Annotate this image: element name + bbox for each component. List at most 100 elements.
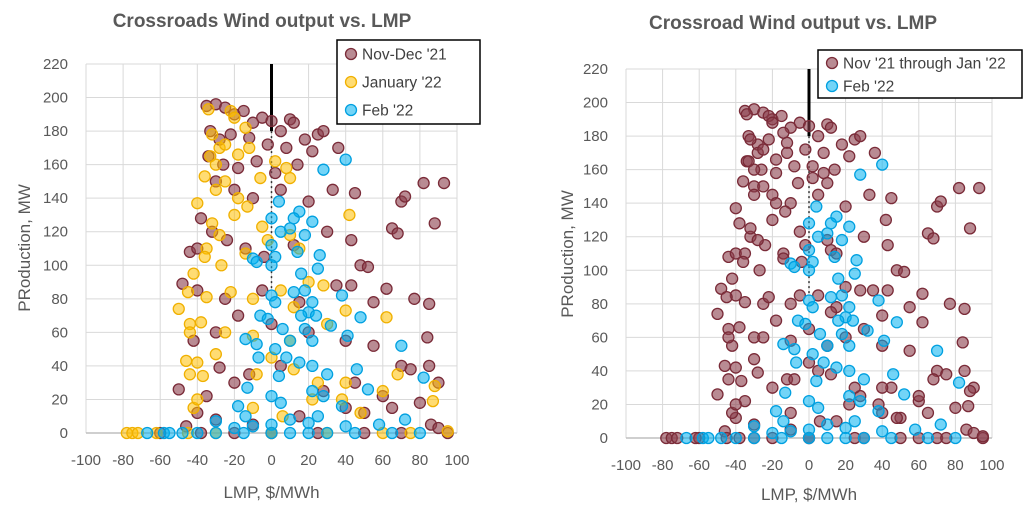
data-point [736, 255, 750, 269]
data-point [877, 334, 891, 347]
data-point [958, 364, 971, 378]
data-point [239, 121, 252, 134]
x-tick-label: -80 [112, 452, 134, 469]
data-point [848, 381, 861, 394]
data-point [298, 133, 312, 146]
data-point [391, 227, 404, 240]
data-point [821, 431, 834, 445]
y-tick-label: 60 [51, 324, 68, 341]
data-point [191, 197, 204, 210]
data-point [272, 195, 286, 208]
data-point [295, 267, 308, 280]
data-point [766, 381, 779, 394]
x-tick-label: 100 [979, 457, 1004, 474]
data-point [813, 327, 827, 341]
data-point [306, 215, 319, 228]
data-point [876, 309, 889, 322]
data-point [753, 264, 766, 277]
x-axis-title: LMP, $/MWh [223, 483, 319, 502]
data-point [298, 322, 312, 336]
data-point [243, 141, 256, 155]
data-point [213, 361, 226, 374]
data-point [205, 217, 219, 230]
data-point [788, 373, 801, 386]
data-point [711, 388, 724, 401]
data-point [172, 383, 185, 396]
y-tick-label: 160 [583, 162, 608, 179]
data-point [806, 160, 819, 173]
data-point [921, 406, 935, 419]
data-point [729, 361, 742, 374]
data-point [702, 431, 715, 445]
data-point [738, 295, 752, 309]
data-point [196, 369, 210, 383]
y-tick-label: 0 [60, 425, 68, 442]
data-point [428, 379, 441, 393]
data-point [228, 208, 241, 222]
x-tick-label: -40 [186, 452, 208, 469]
data-point [742, 155, 755, 168]
data-point [903, 301, 916, 314]
data-point [680, 431, 693, 445]
x-axis-title: LMP, $/MWh [761, 485, 857, 504]
data-point [784, 425, 797, 438]
data-point [828, 250, 841, 264]
data-point [209, 348, 223, 361]
data-point [775, 109, 788, 123]
y-tick-label: 100 [43, 257, 68, 274]
data-point [187, 267, 200, 280]
data-point [231, 309, 245, 322]
data-point [762, 290, 775, 304]
data-point [802, 394, 816, 408]
data-point [204, 150, 217, 163]
y-tick-label: 20 [51, 391, 68, 408]
data-point [879, 213, 893, 227]
data-point [311, 262, 325, 275]
legend-box [336, 39, 481, 125]
x-tick-label: -80 [652, 457, 674, 474]
data-point [857, 431, 871, 445]
data-point [380, 311, 393, 324]
data-point [885, 191, 898, 205]
data-point [423, 297, 436, 311]
data-point [769, 166, 783, 180]
data-point [973, 181, 986, 195]
data-point [246, 420, 260, 433]
data-point [711, 307, 724, 321]
data-point [265, 426, 278, 440]
series-1 [680, 158, 966, 445]
data-point [780, 136, 794, 149]
x-tick-label: -100 [611, 457, 641, 474]
data-point [850, 254, 863, 267]
data-point [769, 405, 783, 418]
data-point [213, 228, 226, 242]
data-point [269, 296, 282, 309]
data-point [881, 238, 894, 252]
data-point [821, 176, 834, 190]
data-point [250, 155, 263, 168]
data-point [799, 143, 812, 156]
data-point [916, 316, 929, 329]
data-point [309, 309, 323, 322]
data-point [779, 205, 792, 218]
data-point [784, 406, 797, 419]
data-point [976, 430, 989, 443]
x-tick-label: 20 [300, 452, 317, 469]
x-tick-label: 0 [267, 452, 275, 469]
data-point [391, 368, 404, 381]
y-tick-label: 100 [583, 262, 608, 279]
data-point [806, 171, 819, 185]
y-tick-label: 180 [583, 128, 608, 145]
data-point [241, 381, 254, 394]
data-point [766, 426, 779, 440]
legend-marker [825, 79, 839, 93]
data-point [250, 337, 263, 351]
data-point [934, 195, 947, 208]
y-tick-label: 140 [43, 190, 68, 207]
data-point [802, 119, 816, 133]
data-point [898, 388, 911, 401]
data-point [908, 423, 922, 436]
data-point [228, 376, 241, 389]
data-point [751, 233, 764, 247]
data-point [428, 217, 441, 230]
